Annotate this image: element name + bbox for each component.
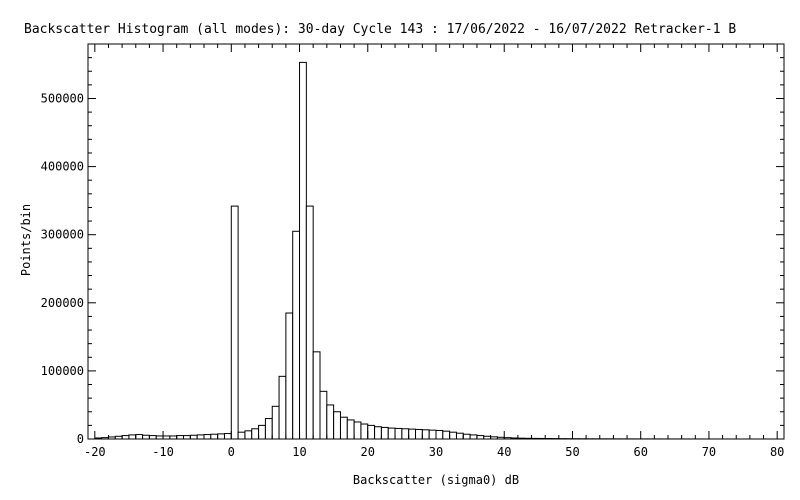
histogram-bar — [346, 419, 355, 440]
ticks-layer: -20 -10 0 10 20 30 40 50 60 70 80 0 100000 200000 3000… — [41, 44, 784, 459]
histogram-bar — [421, 429, 430, 440]
histogram-bar — [449, 431, 457, 440]
histogram-bar — [278, 375, 287, 440]
histogram-bar — [162, 435, 171, 440]
histogram-bar — [401, 428, 410, 440]
x-tick-label: -10 — [152, 445, 174, 459]
histogram-bar — [101, 437, 109, 440]
plot-frame — [87, 43, 785, 440]
histogram-bar — [483, 435, 492, 440]
y-tick-label: 0 — [77, 432, 84, 446]
histogram-bar — [114, 435, 123, 440]
histogram-bar — [223, 433, 232, 440]
histogram-bar — [462, 433, 471, 440]
histogram-bar — [326, 404, 335, 440]
histogram-bar — [319, 390, 328, 440]
histogram-bar — [469, 434, 478, 440]
histogram-bar — [189, 434, 198, 440]
y-tick-label: 200000 — [41, 296, 84, 310]
histogram-bar — [299, 61, 307, 440]
y-tick-label: 500000 — [41, 91, 84, 105]
histogram-bar — [271, 405, 280, 440]
histogram-bar — [442, 430, 451, 440]
histogram-bar — [135, 434, 144, 440]
histogram-bar — [210, 433, 219, 440]
x-tick-label: 20 — [361, 445, 375, 459]
x-tick-label: 0 — [228, 445, 235, 459]
histogram-bar — [503, 437, 512, 440]
histogram-bar — [455, 432, 464, 440]
histogram-bar — [415, 428, 423, 440]
x-tick-label: -20 — [84, 445, 106, 459]
histogram-bar — [496, 436, 505, 440]
histogram-bar — [155, 435, 164, 440]
y-axis-label: Points/bin — [19, 204, 33, 276]
histogram-bar — [121, 435, 130, 440]
histogram-bar — [285, 312, 294, 440]
histogram-bar — [408, 428, 417, 440]
y-tick-label: 100000 — [41, 364, 84, 378]
x-tick-label: 10 — [292, 445, 306, 459]
x-tick-label: 60 — [633, 445, 647, 459]
histogram-bar — [380, 426, 389, 440]
histogram-bar — [476, 435, 485, 440]
histogram-bar — [264, 418, 273, 440]
histogram-bar — [107, 436, 116, 440]
histogram-bar — [490, 436, 498, 440]
histogram-bar — [537, 437, 546, 440]
histogram-bar — [394, 427, 403, 440]
histogram-bar — [428, 429, 437, 440]
histogram-bar — [230, 205, 239, 440]
histogram-bar — [305, 205, 314, 440]
x-tick-label: 30 — [429, 445, 443, 459]
histogram-bar — [148, 435, 157, 440]
histogram-bar — [531, 437, 539, 440]
histogram-bar — [142, 434, 150, 440]
histogram-bar — [244, 430, 253, 440]
histogram-bar — [510, 437, 519, 440]
histogram-bar — [435, 429, 444, 440]
x-tick-label: 80 — [770, 445, 784, 459]
histogram-bar — [237, 431, 246, 440]
histogram-bar — [169, 435, 178, 440]
histogram-bar — [292, 230, 301, 440]
x-tick-label: 40 — [497, 445, 511, 459]
histogram-bar — [387, 427, 396, 440]
histogram-bar — [360, 423, 369, 440]
histogram-bar — [203, 434, 212, 440]
x-tick-label: 70 — [702, 445, 716, 459]
histogram-bar — [367, 424, 376, 440]
histogram-bar — [517, 437, 526, 440]
histogram-bar — [524, 437, 533, 440]
histogram-bar — [312, 351, 321, 440]
histogram-bar — [339, 416, 348, 440]
histogram-bar — [176, 435, 185, 440]
histogram-bar — [217, 433, 225, 440]
x-tick-label: 50 — [565, 445, 579, 459]
y-tick-label: 400000 — [41, 160, 84, 174]
histogram-bar — [258, 424, 266, 440]
bars-layer — [94, 61, 778, 440]
histogram-bar — [353, 421, 362, 440]
x-axis-label: Backscatter (sigma0) dB — [353, 473, 519, 487]
y-tick-label: 300000 — [41, 228, 84, 242]
chart-title: Backscatter Histogram (all modes): 30-da… — [24, 22, 736, 37]
histogram-bar — [128, 434, 137, 440]
histogram-bar — [333, 411, 341, 440]
histogram-bar — [183, 435, 191, 440]
histogram-bar — [251, 428, 260, 440]
histogram-bar — [374, 426, 382, 440]
histogram-bar — [196, 434, 205, 440]
